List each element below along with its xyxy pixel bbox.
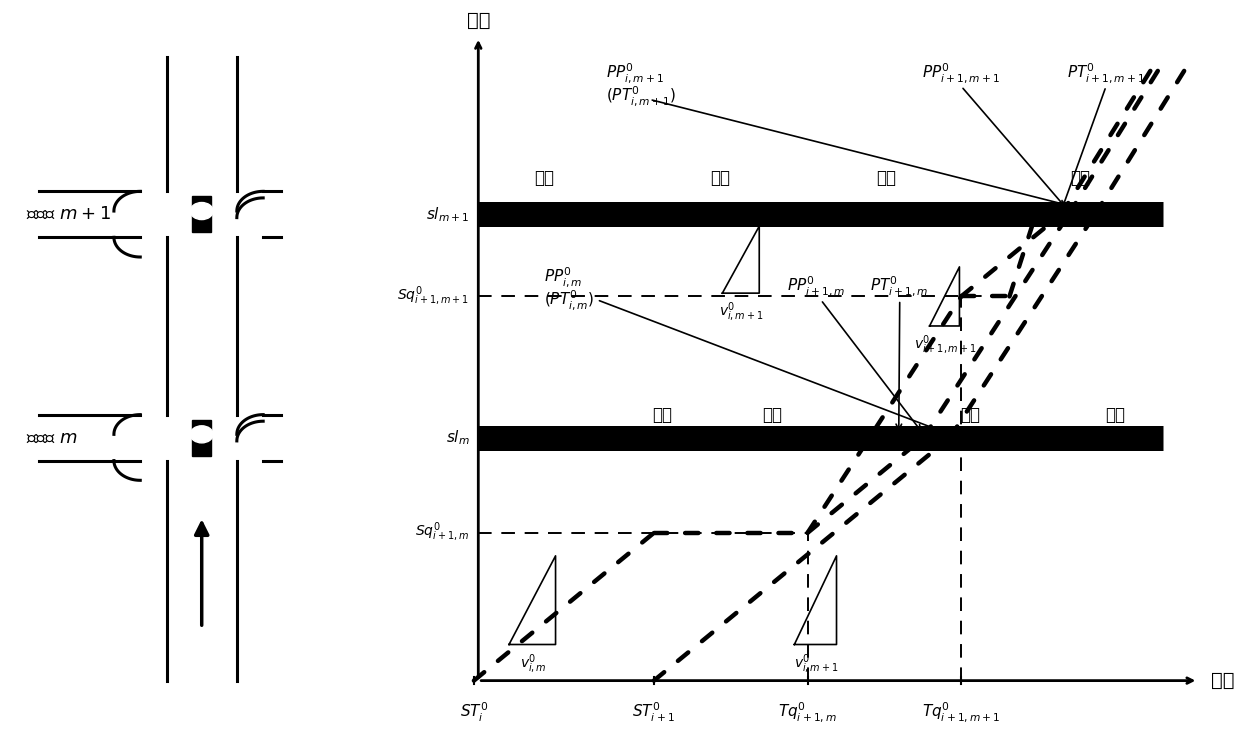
Text: $(PT^0_{i,m})$: $(PT^0_{i,m})$ [544,288,594,311]
Text: $Tq^0_{i+1,m+1}$: $Tq^0_{i+1,m+1}$ [921,700,1001,724]
Text: $v^0_{i+1,m+1}$: $v^0_{i+1,m+1}$ [914,334,977,357]
Text: 绿灯: 绿灯 [960,406,980,424]
Text: $PP^0_{i,m}$: $PP^0_{i,m}$ [544,265,583,289]
Text: $v^0_{i,m+1}$: $v^0_{i,m+1}$ [719,301,764,325]
Text: $ST^0_i$: $ST^0_i$ [460,700,489,724]
Text: $Tq^0_{i+1,m}$: $Tq^0_{i+1,m}$ [777,700,837,724]
Text: 交叉口 $m+1$: 交叉口 $m+1$ [26,205,112,224]
Text: 时间: 时间 [1211,671,1235,690]
Text: $ST^0_{i+1}$: $ST^0_{i+1}$ [632,700,676,724]
Text: $PT^0_{i+1,m}$: $PT^0_{i+1,m}$ [870,275,929,298]
Circle shape [190,202,213,219]
Text: $Sq^0_{i+1,m}$: $Sq^0_{i+1,m}$ [415,521,470,545]
Text: $(PT^0_{i,m+1})$: $(PT^0_{i,m+1})$ [605,84,676,108]
Text: 距离: 距离 [466,12,490,31]
Text: 红灯: 红灯 [1105,406,1125,424]
Text: $sl_{m+1}$: $sl_{m+1}$ [427,205,470,224]
Text: $sl_m$: $sl_m$ [445,428,470,447]
Text: 绿灯: 绿灯 [652,406,672,424]
Text: 红灯: 红灯 [763,406,782,424]
Circle shape [190,425,213,443]
Text: $PT^0_{i+1,m+1}$: $PT^0_{i+1,m+1}$ [1068,61,1145,85]
Text: $v^0_{i,m}$: $v^0_{i,m}$ [521,652,547,675]
Text: 绿灯: 绿灯 [709,169,730,187]
Bar [192,420,211,455]
Text: 红灯: 红灯 [534,169,554,187]
Text: 交叉口 $m$: 交叉口 $m$ [26,428,78,447]
Text: $v^0_{i,m+1}$: $v^0_{i,m+1}$ [794,652,838,675]
Text: $PP^0_{i+1,m+1}$: $PP^0_{i+1,m+1}$ [923,61,1001,85]
Text: 红灯: 红灯 [877,169,897,187]
Text: 绿灯: 绿灯 [1070,169,1090,187]
Text: $PP^0_{i,m+1}$: $PP^0_{i,m+1}$ [605,61,663,85]
Text: $Sq^0_{i+1,m+1}$: $Sq^0_{i+1,m+1}$ [398,285,470,308]
Text: $PP^0_{i+1,m}$: $PP^0_{i+1,m}$ [787,275,846,298]
Bar [192,196,211,232]
